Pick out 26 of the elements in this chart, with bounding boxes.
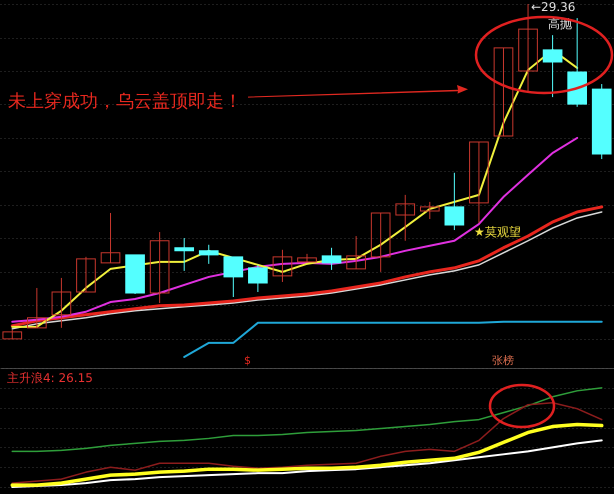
annotation: ★莫观望: [474, 225, 521, 239]
candlestick: [248, 264, 268, 292]
candlestick: [272, 249, 292, 282]
candlestick: [469, 141, 489, 224]
text: 主升浪4: 26.15: [7, 371, 93, 385]
candlestick: [76, 256, 96, 292]
candlestick: [2, 329, 22, 340]
candlestick: [150, 232, 170, 304]
text: 张榜: [492, 354, 514, 367]
annotation: 未上穿成功，乌云盖顶即走！: [8, 91, 242, 112]
candlestick: [395, 194, 416, 242]
candlestick: [174, 238, 194, 272]
candlestick: [444, 172, 464, 231]
candlestick: [494, 47, 514, 136]
candlestick: [322, 247, 342, 270]
annotation: ←29.36: [531, 0, 576, 14]
candlestick: [52, 277, 72, 328]
candlestick: [346, 236, 366, 270]
candlestick: [198, 244, 219, 264]
text: $: [244, 354, 251, 367]
candlestick: [370, 212, 391, 272]
candlestick: [100, 212, 120, 264]
candlestick: [223, 256, 244, 298]
candlestick: [542, 34, 562, 98]
candlestick: [420, 201, 440, 220]
candlestick: [27, 287, 47, 328]
